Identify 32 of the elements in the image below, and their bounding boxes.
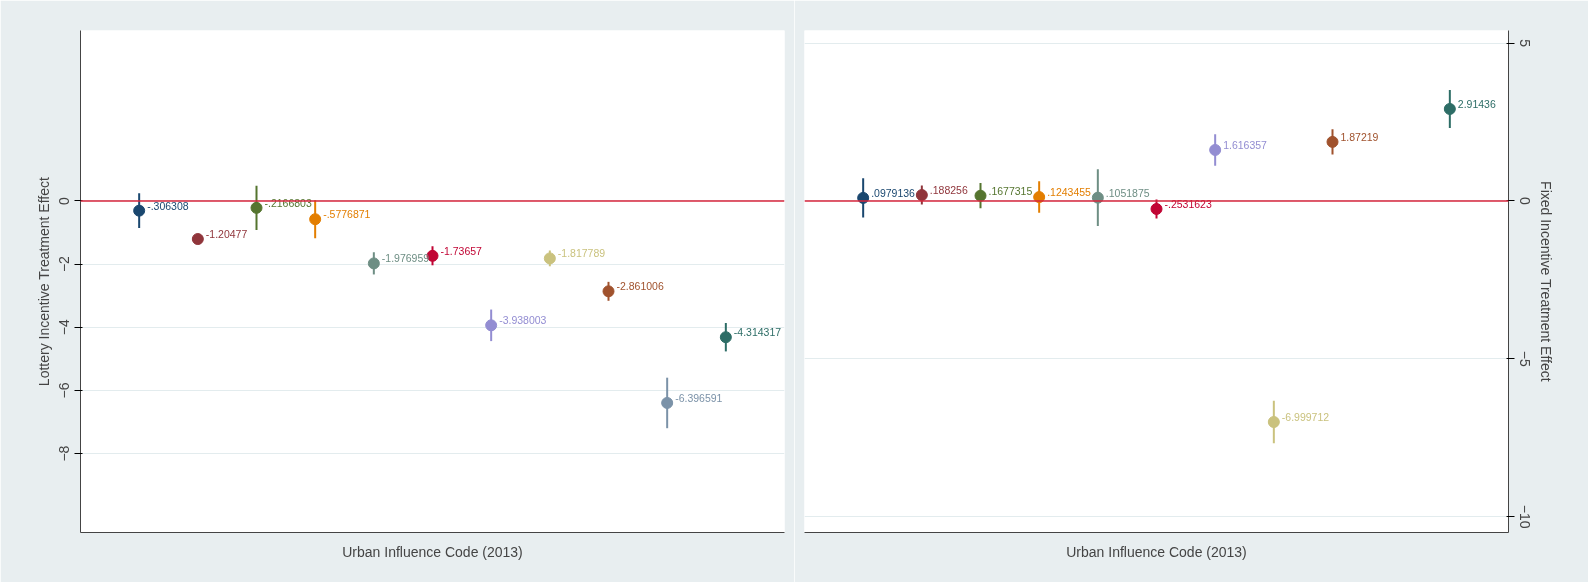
data-label: .1051875 [1105, 186, 1150, 199]
data-label: -3.938003 [499, 314, 547, 327]
data-label: -1.817789 [557, 247, 606, 260]
data-label: 1.616357 [1223, 138, 1268, 151]
data-label: -1.20477 [205, 228, 248, 241]
data-label: .188256 [929, 184, 968, 197]
data-label: .0979136 [871, 186, 916, 199]
y-tick-label: −6 [56, 382, 73, 399]
data-label: -.306308 [147, 199, 189, 212]
y-tick-label: 0 [1516, 197, 1533, 206]
data-label: -6.396591 [675, 391, 723, 404]
y-axis-title: Lottery Incentive Treatment Effect [35, 176, 52, 387]
y-tick-label: −8 [56, 445, 73, 462]
data-label: -4.314317 [733, 326, 782, 339]
data-label: -.5776871 [323, 208, 371, 221]
data-label: -6.999712 [1281, 410, 1330, 423]
y-tick-label: −4 [56, 319, 73, 336]
y-tick-label: −5 [1516, 350, 1533, 368]
y-axis-title: Fixed Incentive Treatment Effect [1537, 181, 1554, 382]
data-label: -1.73657 [440, 244, 483, 257]
y-tick-label: 5 [1516, 39, 1533, 48]
y-tick-label: −10 [1516, 504, 1533, 529]
data-label: 2.91436 [1457, 97, 1496, 110]
x-axis-title: Urban Influence Code (2013) [342, 543, 523, 560]
data-label: .1243455 [1047, 186, 1092, 199]
y-tick-label: 0 [56, 196, 73, 205]
data-label: -2.861006 [616, 280, 664, 293]
data-label: -1.976959 [381, 252, 430, 265]
x-axis-title: Urban Influence Code (2013) [1066, 543, 1247, 560]
y-tick-label: −2 [56, 255, 73, 273]
data-label: 1.87219 [1340, 130, 1379, 143]
data-label: .1677315 [988, 184, 1033, 197]
